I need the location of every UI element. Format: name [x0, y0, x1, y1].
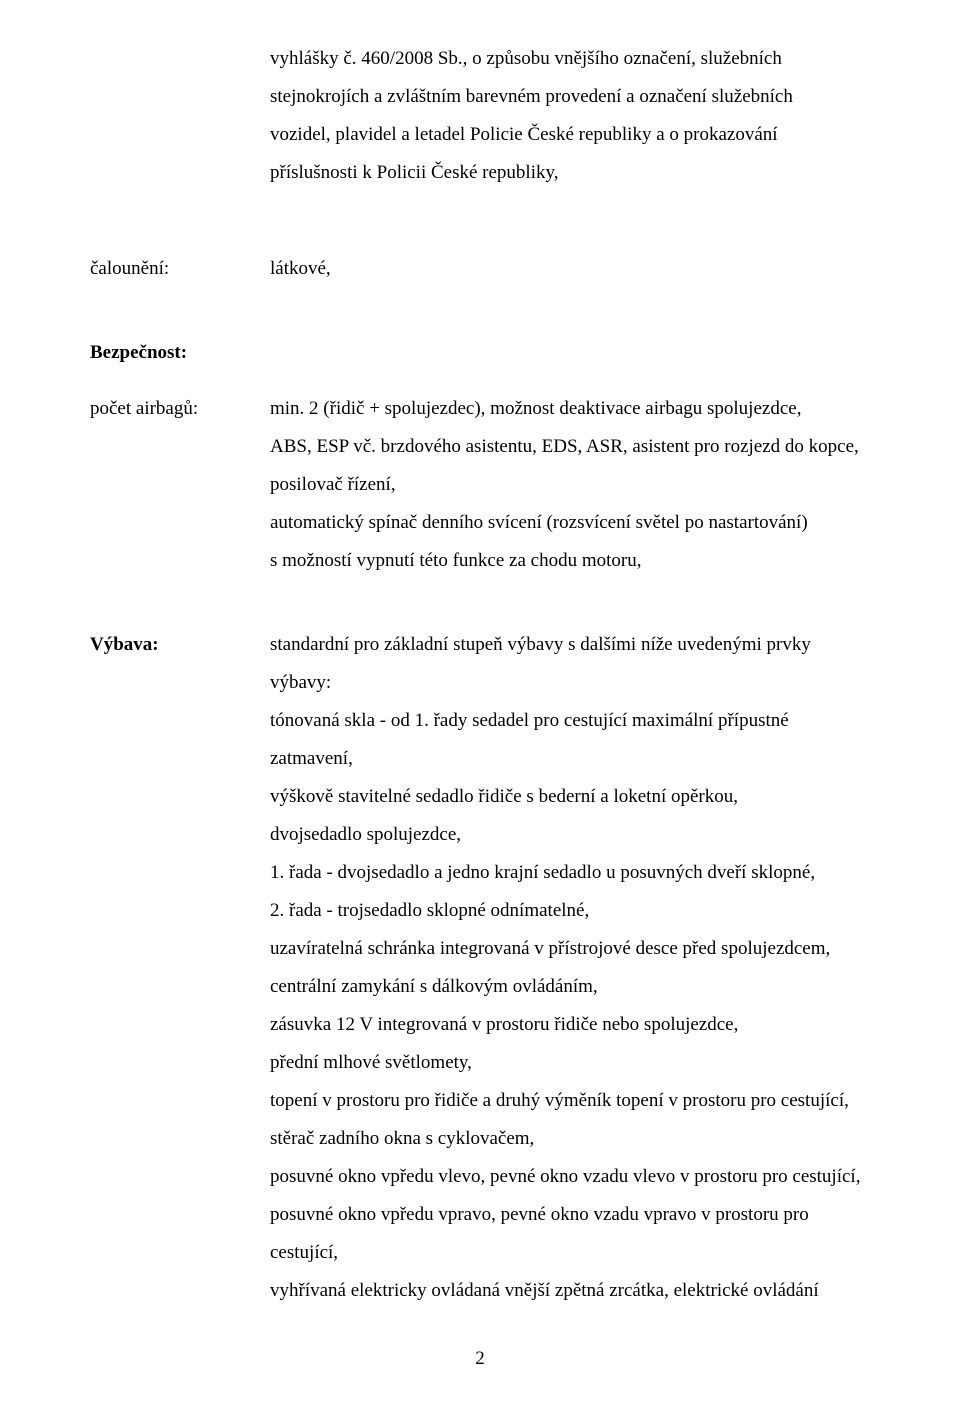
intro-line-1: vyhlášky č. 460/2008 Sb., o způsobu vněj… [270, 48, 782, 69]
gap-3 [90, 598, 870, 626]
gap-1 [90, 222, 870, 250]
calouneni-label: čalounění: [90, 250, 270, 288]
vybava-line-10: centrální zamykání s dálkovým ovládáním, [270, 968, 870, 1006]
vybava-line-3: tónovaná skla - od 1. řady sedadel pro c… [270, 702, 870, 740]
calouneni-row: čalounění: látkové, [90, 250, 870, 288]
vybava-line-8: 2. řada - trojsedadlo sklopné odnímateln… [270, 892, 870, 930]
gap-2 [90, 306, 870, 334]
intro-line-2: stejnokrojích a zvláštním barevném prove… [270, 86, 793, 107]
bezpecnost-line-2: ABS, ESP vč. brzdového asistentu, EDS, A… [270, 436, 859, 457]
vybava-line-2: výbavy: [270, 664, 870, 702]
vybava-line-13: topení v prostoru pro řidiče a druhý vým… [270, 1082, 870, 1120]
bezpecnost-line-1: min. 2 (řidič + spolujezdec), možnost de… [270, 398, 801, 419]
bezpecnost-line-3: posilovač řízení, [270, 474, 396, 495]
vybava-line-18: vyhřívaná elektricky ovládaná vnější zpě… [270, 1272, 870, 1310]
intro-row: vyhlášky č. 460/2008 Sb., o způsobu vněj… [90, 40, 870, 204]
airbag-value: min. 2 (řidič + spolujezdec), možnost de… [270, 390, 870, 580]
vybava-line-11: zásuvka 12 V integrovaná v prostoru řidi… [270, 1006, 870, 1044]
intro-line-3: vozidel, plavidel a letadel Policie Česk… [270, 124, 778, 145]
vybava-row: Výbava: standardní pro základní stupeň v… [90, 626, 870, 1310]
vybava-line-6: dvojsedadlo spolujezdce, [270, 816, 870, 854]
vybava-line-5: výškově stavitelné sedadlo řidiče s bede… [270, 778, 870, 816]
vybava-line-4: zatmavení, [270, 740, 870, 778]
bezpecnost-line-5: s možností vypnutí této funkce za chodu … [270, 550, 641, 571]
intro-line-4: příslušnosti k Policii České republiky, [270, 162, 559, 183]
vybava-label: Výbava: [90, 626, 270, 664]
vybava-line-7: 1. řada - dvojsedadlo a jedno krajní sed… [270, 854, 870, 892]
bezpecnost-heading: Bezpečnost: [90, 334, 270, 372]
bezpecnost-line-4: automatický spínač denního svícení (rozs… [270, 512, 808, 533]
vybava-line-14: stěrač zadního okna s cyklovačem, [270, 1120, 870, 1158]
airbag-label: počet airbagů: [90, 390, 270, 428]
vybava-line-17: cestující, [270, 1234, 870, 1272]
vybava-line-15: posuvné okno vpředu vlevo, pevné okno vz… [270, 1158, 870, 1196]
intro-text: vyhlášky č. 460/2008 Sb., o způsobu vněj… [270, 40, 870, 192]
vybava-line-9: uzavíratelná schránka integrovaná v přís… [270, 930, 870, 968]
bezpecnost-heading-row: Bezpečnost: [90, 334, 870, 372]
vybava-line-1: standardní pro základní stupeň výbavy s … [270, 626, 870, 664]
vybava-line-16: posuvné okno vpředu vpravo, pevné okno v… [270, 1196, 870, 1234]
page-number: 2 [90, 1340, 870, 1378]
vybava-line-12: přední mlhové světlomety, [270, 1044, 870, 1082]
airbag-row: počet airbagů: min. 2 (řidič + spolujezd… [90, 390, 870, 580]
vybava-value: standardní pro základní stupeň výbavy s … [270, 626, 870, 1310]
calouneni-value: látkové, [270, 250, 870, 288]
